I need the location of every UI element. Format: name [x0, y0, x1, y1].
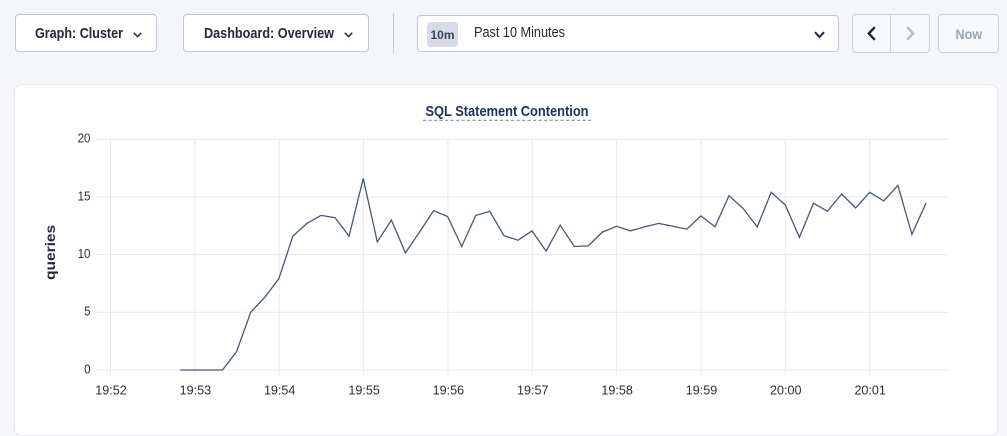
svg-text:19:53: 19:53	[180, 383, 212, 398]
svg-text:5: 5	[84, 304, 90, 319]
svg-text:15: 15	[78, 188, 91, 203]
svg-text:10: 10	[78, 246, 91, 261]
svg-text:19:52: 19:52	[95, 383, 127, 398]
svg-text:queries: queries	[42, 225, 58, 280]
svg-text:19:59: 19:59	[686, 383, 718, 398]
svg-text:19:55: 19:55	[348, 383, 380, 398]
svg-text:19:58: 19:58	[601, 383, 633, 398]
svg-text:SQL Statement Contention: SQL Statement Contention	[426, 104, 589, 120]
svg-text:20:00: 20:00	[770, 383, 802, 398]
svg-text:20: 20	[78, 131, 91, 146]
svg-text:19:57: 19:57	[517, 383, 549, 398]
svg-text:0: 0	[84, 361, 90, 376]
svg-text:19:54: 19:54	[264, 383, 296, 398]
svg-text:19:56: 19:56	[433, 383, 465, 398]
svg-text:20:01: 20:01	[854, 383, 886, 398]
